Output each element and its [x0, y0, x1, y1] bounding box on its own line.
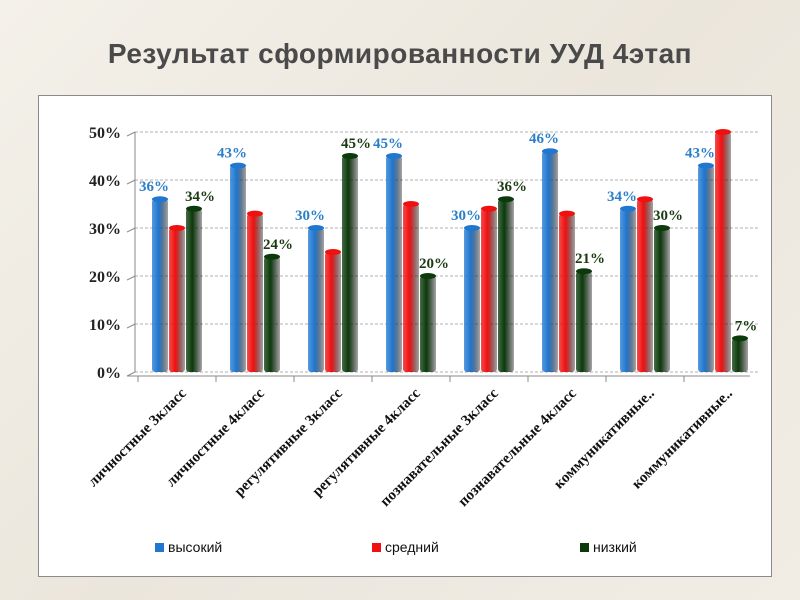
bar-средний [403, 204, 419, 372]
legend-swatch [155, 543, 164, 552]
bar-top [264, 253, 280, 260]
bar-высокий [308, 228, 324, 372]
bar-высокий [542, 151, 558, 372]
bar-высокий [386, 156, 402, 372]
data-label: 30% [451, 208, 481, 224]
bar-низкий [186, 208, 202, 372]
data-label: 43% [685, 146, 715, 162]
data-label: 45% [373, 136, 403, 152]
y-tick-label: 40% [89, 173, 121, 190]
bar-top [576, 268, 592, 275]
bar-средний [325, 252, 341, 372]
bar-top [481, 205, 497, 212]
data-label: 36% [139, 179, 169, 195]
bar-низкий [342, 156, 358, 372]
data-label: 30% [295, 208, 325, 224]
y-tick-mark [126, 227, 136, 233]
bar-top [542, 148, 558, 155]
bar-низкий [420, 276, 436, 372]
data-label: 34% [607, 189, 637, 205]
bar-высокий [230, 165, 246, 372]
bar-top [654, 225, 670, 231]
data-label: 21% [575, 251, 605, 267]
data-label: 34% [185, 189, 215, 205]
y-tick-mark [126, 275, 136, 281]
slide-title: Результат сформированности УУД 4этап [107, 38, 693, 69]
legend-label: средний [385, 539, 439, 555]
bar-top [308, 225, 324, 231]
legend-swatch [372, 543, 381, 552]
data-label: 36% [497, 179, 527, 195]
bar-top [498, 196, 514, 203]
y-tick-label: 50% [89, 125, 121, 142]
bar-top [620, 205, 636, 212]
bar-top [152, 196, 168, 203]
bar-средний [247, 213, 263, 372]
bar-top [637, 196, 653, 203]
bar-средний [637, 199, 653, 372]
bar-низкий [576, 271, 592, 372]
bar-низкий [654, 228, 670, 372]
bar-top [230, 162, 246, 169]
data-label: 46% [529, 131, 559, 147]
bar-top [732, 335, 748, 342]
bar-top [386, 153, 402, 159]
bar-top [342, 153, 358, 159]
legend-label: низкий [593, 539, 637, 555]
data-label: 7% [735, 318, 758, 334]
bar-top [420, 273, 436, 279]
data-label: 20% [419, 256, 449, 272]
y-tick-label: 0% [97, 365, 121, 382]
bar-top [169, 225, 185, 231]
y-tick-label: 30% [89, 221, 121, 238]
bar-средний [169, 228, 185, 372]
y-tick-mark [126, 131, 136, 137]
bar-высокий [698, 165, 714, 372]
y-tick-mark [126, 371, 136, 377]
data-label: 45% [341, 136, 371, 152]
bar-высокий [464, 228, 480, 372]
bar-высокий [152, 199, 168, 372]
data-label: 30% [653, 208, 683, 224]
bar-высокий [620, 208, 636, 372]
bar-средний [481, 208, 497, 372]
data-label: 43% [217, 146, 247, 162]
bar-top [186, 205, 202, 212]
y-tick-mark [126, 323, 136, 329]
bar-top [715, 129, 731, 135]
bar-top [247, 210, 263, 217]
bar-top [698, 162, 714, 169]
bar-top [559, 210, 575, 217]
bar-низкий [498, 199, 514, 372]
y-tick-label: 10% [89, 317, 121, 334]
bar-средний [559, 213, 575, 372]
bar-top [325, 249, 341, 255]
y-tick-mark [126, 179, 136, 185]
y-tick-label: 20% [89, 269, 121, 286]
data-label: 24% [263, 237, 293, 253]
bar-низкий [732, 338, 748, 372]
bar-низкий [264, 256, 280, 372]
legend-label: высокий [168, 539, 222, 555]
bar-top [464, 225, 480, 231]
bar-top [403, 201, 419, 207]
bar-средний [715, 132, 731, 372]
legend-swatch [580, 543, 589, 552]
